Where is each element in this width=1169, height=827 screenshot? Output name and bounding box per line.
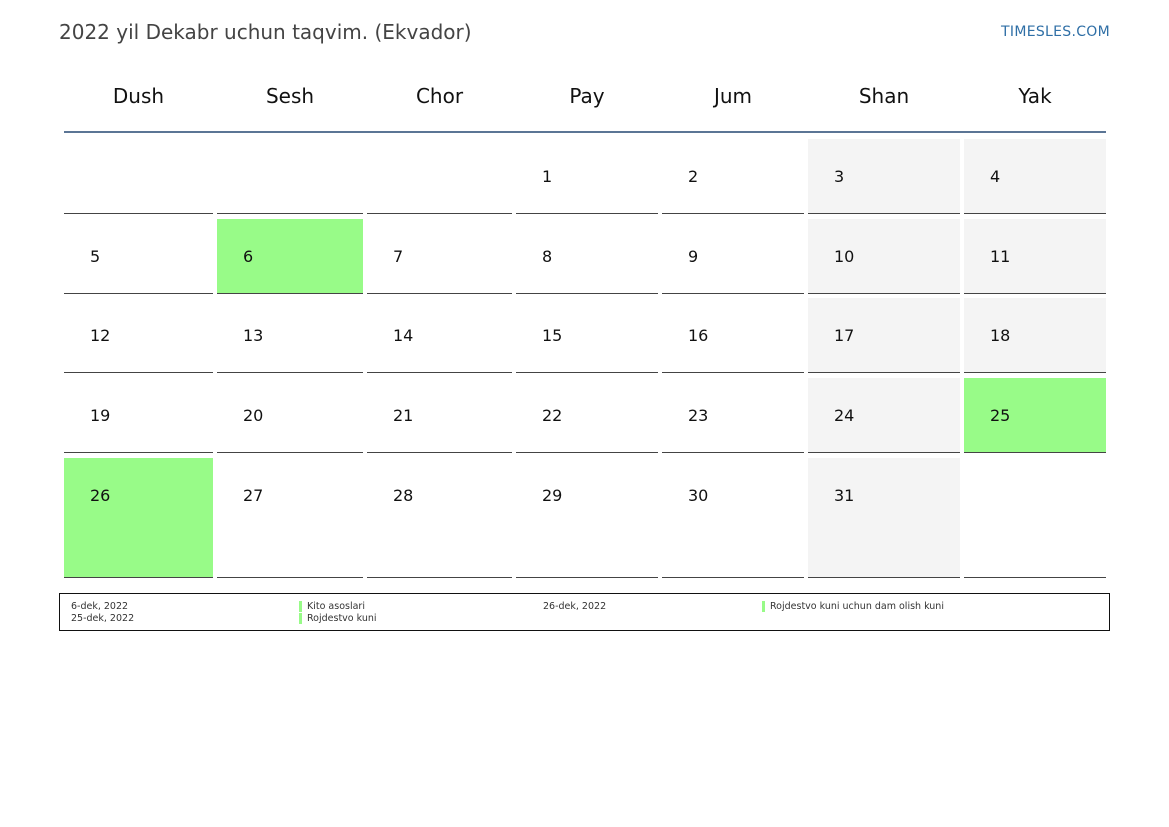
empty-cell bbox=[64, 139, 213, 214]
day-number: 7 bbox=[393, 247, 404, 266]
day-cell-9[interactable]: 9 bbox=[662, 219, 804, 294]
day-number: 23 bbox=[688, 406, 709, 425]
empty-cell bbox=[217, 139, 363, 214]
day-number: 21 bbox=[393, 406, 414, 425]
day-number: 19 bbox=[90, 406, 111, 425]
day-number: 2 bbox=[688, 167, 699, 186]
day-cell-21[interactable]: 21 bbox=[367, 378, 512, 453]
day-number: 12 bbox=[90, 326, 111, 345]
day-number: 30 bbox=[688, 486, 709, 505]
day-number: 1 bbox=[542, 167, 553, 186]
day-cell-3[interactable]: 3 bbox=[808, 139, 960, 214]
day-number: 15 bbox=[542, 326, 563, 345]
day-number: 28 bbox=[393, 486, 414, 505]
day-cell-28[interactable]: 28 bbox=[367, 458, 512, 578]
weekday-jum: Jum bbox=[713, 84, 753, 108]
legend-date: 25-dek, 2022 bbox=[71, 613, 135, 624]
legend-color-marker bbox=[299, 613, 302, 624]
day-cell-1[interactable]: 1 bbox=[516, 139, 658, 214]
legend-holiday-name: Rojdestvo kuni uchun dam olish kuni bbox=[770, 601, 944, 612]
day-cell-26[interactable]: 26 bbox=[64, 458, 213, 578]
day-number: 4 bbox=[990, 167, 1001, 186]
day-cell-14[interactable]: 14 bbox=[367, 298, 512, 373]
day-number: 9 bbox=[688, 247, 699, 266]
day-cell-13[interactable]: 13 bbox=[217, 298, 363, 373]
legend-color-marker bbox=[762, 601, 765, 612]
day-number: 3 bbox=[834, 167, 845, 186]
day-number: 18 bbox=[990, 326, 1011, 345]
day-cell-31[interactable]: 31 bbox=[808, 458, 960, 578]
weekday-pay: Pay bbox=[569, 84, 605, 108]
weekday-sesh: Sesh bbox=[265, 84, 315, 108]
holiday-legend: 6-dek, 2022 Kito asoslari 26-dek, 2022 Rojd… bbox=[59, 593, 1110, 631]
day-number: 29 bbox=[542, 486, 563, 505]
legend-color-marker bbox=[299, 601, 302, 612]
day-cell-19[interactable]: 19 bbox=[64, 378, 213, 453]
day-cell-17[interactable]: 17 bbox=[808, 298, 960, 373]
day-number: 22 bbox=[542, 406, 563, 425]
weekday-chor: Chor bbox=[415, 84, 464, 108]
day-number: 24 bbox=[834, 406, 855, 425]
empty-cell bbox=[367, 139, 512, 214]
legend-holiday-name: Kito asoslari bbox=[307, 601, 365, 612]
day-number: 27 bbox=[243, 486, 264, 505]
day-number: 5 bbox=[90, 247, 101, 266]
legend-date: 6-dek, 2022 bbox=[71, 601, 129, 612]
day-number: 14 bbox=[393, 326, 414, 345]
day-number: 31 bbox=[834, 486, 855, 505]
weekday-yak: Yak bbox=[1018, 84, 1052, 108]
day-cell-27[interactable]: 27 bbox=[217, 458, 363, 578]
day-cell-6[interactable]: 6 bbox=[217, 219, 363, 294]
day-cell-12[interactable]: 12 bbox=[64, 298, 213, 373]
day-cell-16[interactable]: 16 bbox=[662, 298, 804, 373]
day-number: 16 bbox=[688, 326, 709, 345]
day-cell-4[interactable]: 4 bbox=[964, 139, 1106, 214]
day-number: 8 bbox=[542, 247, 553, 266]
page-title: 2022 yil Dekabr uchun taqvim. (Ekvador) bbox=[59, 20, 472, 44]
day-cell-2[interactable]: 2 bbox=[662, 139, 804, 214]
day-number: 13 bbox=[243, 326, 264, 345]
day-cell-11[interactable]: 11 bbox=[964, 219, 1106, 294]
legend-date: 26-dek, 2022 bbox=[543, 601, 607, 612]
day-cell-8[interactable]: 8 bbox=[516, 219, 658, 294]
weekday-shan: Shan bbox=[858, 84, 910, 108]
day-number: 25 bbox=[990, 406, 1011, 425]
legend-holiday-name: Rojdestvo kuni bbox=[307, 613, 377, 624]
header-divider bbox=[64, 131, 1106, 133]
day-cell-7[interactable]: 7 bbox=[367, 219, 512, 294]
day-number: 6 bbox=[243, 247, 254, 266]
day-cell-5[interactable]: 5 bbox=[64, 219, 213, 294]
day-cell-29[interactable]: 29 bbox=[516, 458, 658, 578]
day-cell-22[interactable]: 22 bbox=[516, 378, 658, 453]
day-number: 26 bbox=[90, 486, 111, 505]
day-cell-18[interactable]: 18 bbox=[964, 298, 1106, 373]
day-number: 10 bbox=[834, 247, 855, 266]
day-cell-25[interactable]: 25 bbox=[964, 378, 1106, 453]
day-number: 17 bbox=[834, 326, 855, 345]
day-cell-10[interactable]: 10 bbox=[808, 219, 960, 294]
day-cell-20[interactable]: 20 bbox=[217, 378, 363, 453]
day-cell-23[interactable]: 23 bbox=[662, 378, 804, 453]
day-number: 11 bbox=[990, 247, 1011, 266]
day-cell-15[interactable]: 15 bbox=[516, 298, 658, 373]
day-cell-30[interactable]: 30 bbox=[662, 458, 804, 578]
weekday-dush: Dush bbox=[112, 84, 165, 108]
site-link[interactable]: TIMESLES.COM bbox=[1001, 24, 1110, 40]
empty-cell bbox=[964, 458, 1106, 578]
weekday-header: Dush Sesh Chor Pay Jum Shan Yak bbox=[64, 84, 1106, 132]
day-cell-24[interactable]: 24 bbox=[808, 378, 960, 453]
day-number: 20 bbox=[243, 406, 264, 425]
